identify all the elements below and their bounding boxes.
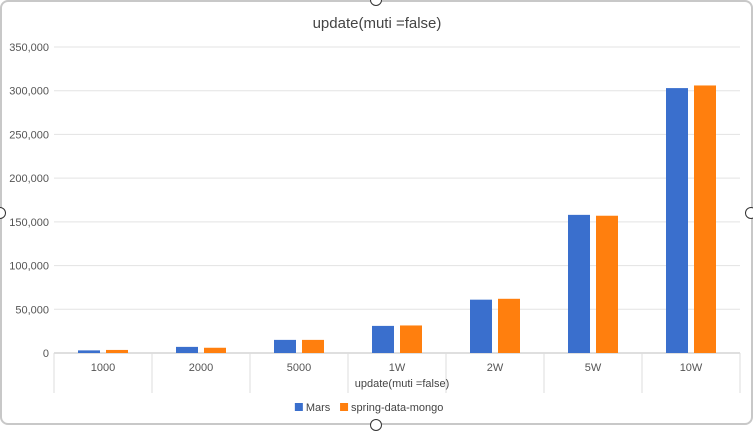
y-tick-label: 50,000 (15, 304, 49, 316)
bar-mars (666, 88, 688, 353)
x-tick-label: 1W (389, 362, 406, 374)
bar-mars (372, 325, 394, 353)
resize-handle-right[interactable] (745, 207, 753, 219)
bar-spring-data-mongo (106, 349, 128, 353)
x-tick-label: 10W (680, 362, 703, 374)
legend: Mars spring-data-mongo (294, 402, 443, 414)
bar-spring-data-mongo (302, 339, 324, 353)
bar-spring-data-mongo (204, 347, 226, 353)
y-tick-label: 250,000 (9, 129, 49, 141)
legend-swatch (294, 403, 303, 411)
y-tick-label: 300,000 (9, 86, 49, 98)
x-tick-label: 2W (487, 362, 504, 374)
y-tick-label: 150,000 (9, 217, 49, 229)
x-tick-label: 1000 (91, 362, 115, 374)
x-axis: 1000 2000 5000 1W 2W 5W 10W (53, 353, 741, 393)
bar-spring-data-mongo (596, 215, 618, 353)
x-tick-label: 5000 (287, 362, 311, 374)
chart-title: update(muti =false) (313, 15, 442, 32)
bar-mars (568, 214, 590, 353)
x-tick-label: 5W (585, 362, 602, 374)
y-tick-label: 350,000 (9, 42, 49, 54)
bar-spring-data-mongo (400, 325, 422, 353)
bar-mars (78, 350, 100, 353)
bar-mars (176, 346, 198, 353)
resize-handle-bottom[interactable] (370, 419, 382, 431)
bar-mars (274, 339, 296, 353)
x-tick-label: 2000 (189, 362, 213, 374)
y-axis: 0 50,000 100,000 150,000 200,000 250,000 300,0… (9, 42, 49, 360)
y-tick-label: 100,000 (9, 261, 49, 273)
legend-label: Mars (306, 402, 331, 414)
gridlines (54, 46, 740, 354)
bars (78, 85, 716, 354)
x-axis-label: update(muti =false) (355, 378, 449, 390)
legend-swatch (340, 403, 349, 411)
bar-spring-data-mongo (694, 85, 716, 354)
bar-spring-data-mongo (498, 298, 520, 353)
bar-mars (470, 299, 492, 353)
legend-label: spring-data-mongo (351, 402, 443, 414)
y-tick-label: 200,000 (9, 173, 49, 185)
bar-chart: update(muti =false) 0 50,000 100,000 150,00… (9, 15, 741, 414)
y-tick-label: 0 (43, 348, 49, 360)
